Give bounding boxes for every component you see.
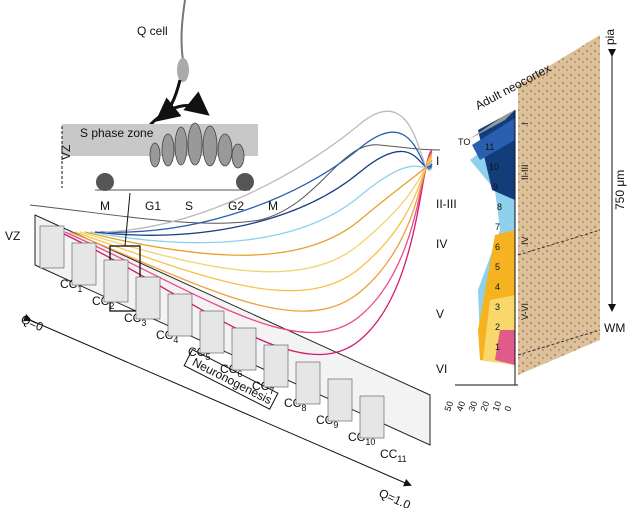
layer-label: I (436, 154, 439, 168)
cell-strip (135, 276, 161, 320)
growth-curve (94, 150, 433, 236)
section-layer: I (520, 122, 530, 125)
cohort-label: 10 (489, 162, 499, 172)
layer-label: VI (436, 362, 447, 376)
cohort-label: 1 (495, 342, 500, 352)
growth-curve (69, 153, 433, 312)
s-phase-label: S phase zone (80, 126, 154, 140)
cycle-label: CC11 (380, 447, 407, 464)
cell-strip (39, 225, 65, 269)
cell-strip (327, 378, 353, 422)
section-layer: V-VI (520, 303, 530, 320)
growth-curve (84, 159, 433, 256)
growth-curve (74, 155, 433, 292)
cell-strip (295, 361, 321, 405)
q-start: Q=0 (19, 312, 46, 334)
phase-label: M (268, 199, 278, 213)
wm-label: WM (604, 321, 625, 335)
axis-tick: 40 (454, 400, 467, 413)
section-layer: II-III (520, 165, 530, 181)
axis-tick: 10 (490, 400, 503, 413)
layer-label: II-III (436, 197, 457, 211)
cell-strip (103, 259, 129, 303)
main: VZ Q=0 Q=1.0 Neuronogenesis CC1CC2CC3CC4… (5, 110, 457, 508)
growth-curve (99, 131, 433, 233)
cell-strip (263, 344, 289, 388)
cell-strip (359, 395, 385, 439)
cell-strip (231, 327, 257, 371)
growth-curve (79, 157, 433, 273)
phase-label: G1 (145, 199, 161, 213)
axis-tick: 0 (502, 405, 513, 413)
cell-strip (199, 310, 225, 354)
q-end: Q=1.0 (377, 486, 413, 508)
vz-main-label: VZ (5, 229, 20, 243)
cohort-label: 4 (495, 282, 500, 292)
phase-label: M (100, 199, 110, 213)
scale-label: 750 μm (613, 170, 627, 210)
axis-tick: 50 (442, 400, 455, 413)
q-cell-label: Q cell (137, 24, 168, 38)
cohort-label: 8 (497, 202, 502, 212)
phase-label: S (185, 199, 193, 213)
cohort-label: 2 (495, 322, 500, 332)
layer-label: IV (436, 237, 447, 251)
vz-label: VZ (59, 145, 73, 160)
cell-strip (167, 293, 193, 337)
phase-label: G2 (228, 199, 244, 213)
section-layer: IV (520, 236, 530, 245)
inset: S phase zone VZ Q cell (59, 0, 258, 191)
cohort-label: 3 (495, 302, 500, 312)
cohort-label: 7 (495, 222, 500, 232)
axis-tick: 30 (466, 400, 479, 413)
pia-label: pia (603, 29, 617, 45)
cohort-label: 9 (493, 182, 498, 192)
cohort-label: 6 (495, 242, 500, 252)
axis-tick: 20 (478, 400, 491, 413)
top-label: TO (458, 137, 470, 147)
cell-strip (71, 242, 97, 286)
growth-curve (89, 161, 433, 244)
growth-curve (104, 110, 433, 233)
cohort-label: 5 (495, 262, 500, 272)
layer-label: V (436, 307, 444, 321)
cohort-label: 11 (485, 142, 494, 152)
